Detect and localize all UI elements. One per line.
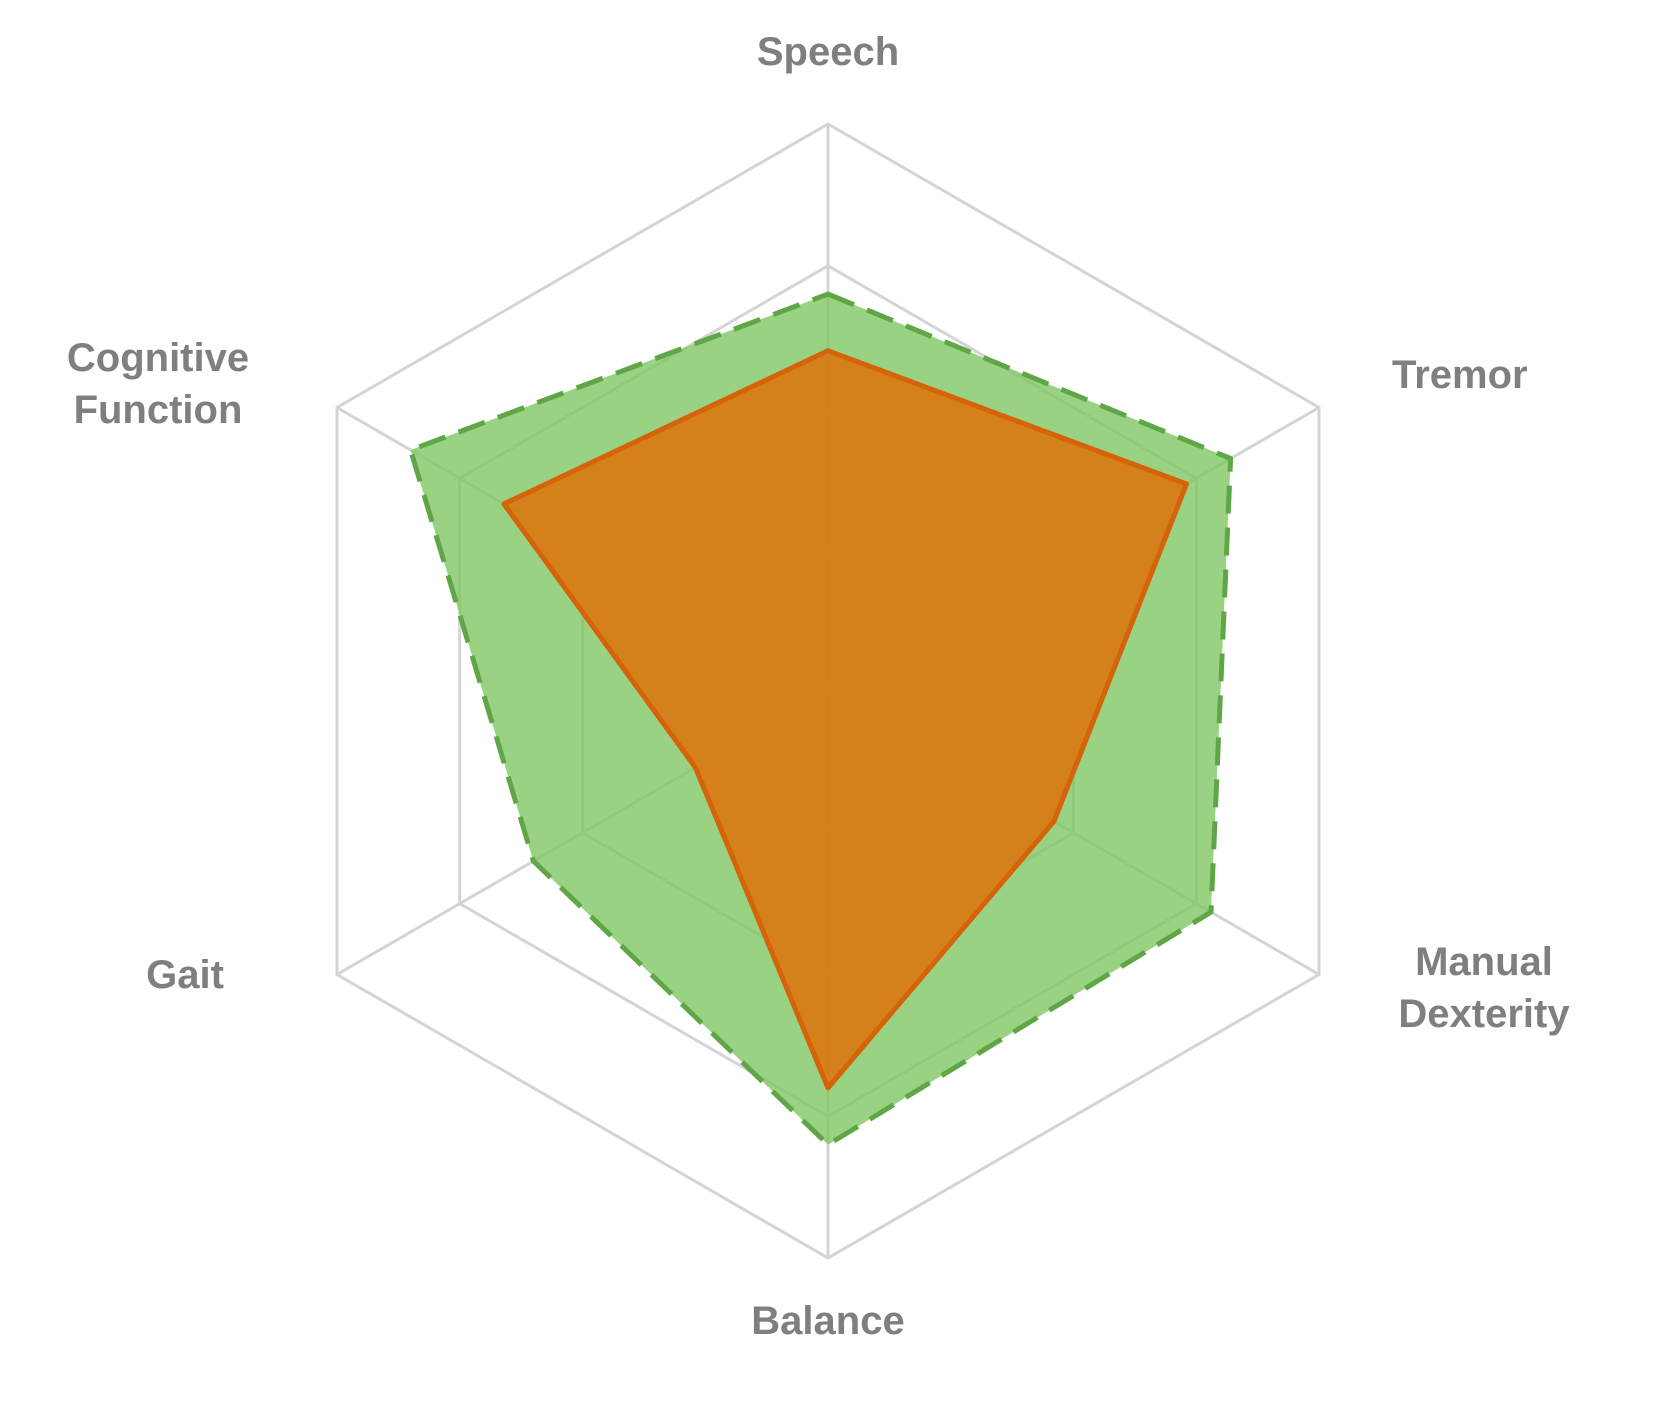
- axis-label-manual-dexterity: Manual Dexterity: [1398, 940, 1570, 1036]
- axis-label-speech: Speech: [757, 30, 899, 74]
- axis-label-cognitive-function: Cognitive Function: [67, 336, 249, 432]
- axis-label-tremor: Tremor: [1392, 353, 1528, 397]
- axis-label-gait: Gait: [146, 953, 224, 997]
- axis-labels: Speech Tremor Manual Dexterity Balance Gait Co…: [67, 30, 1570, 1343]
- series-2-area: [501, 348, 1189, 1091]
- axis-label-balance: Balance: [751, 1299, 904, 1343]
- radar-series-layer: [408, 291, 1234, 1148]
